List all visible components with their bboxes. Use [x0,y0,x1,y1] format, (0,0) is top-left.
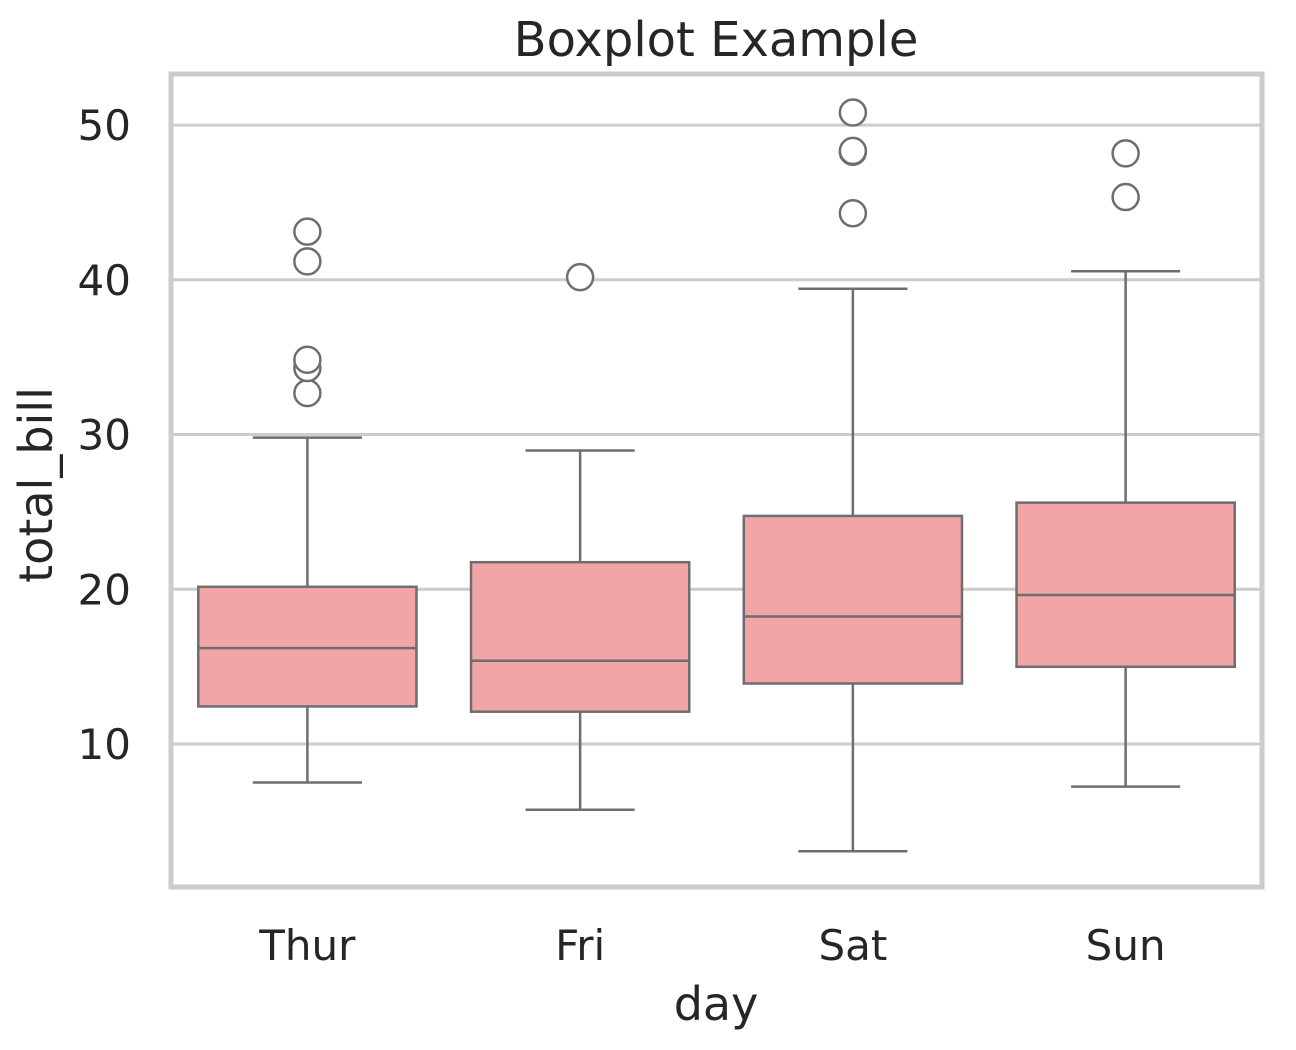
y-tick-label: 40 [78,256,131,305]
x-tick-labels: Thur Fri Sat Sun [258,921,1165,970]
boxes [197,98,1236,853]
box-group-thur [197,217,418,784]
iqr-box [469,560,691,713]
outlier-point [1111,182,1140,212]
outlier-point [293,345,322,375]
plot-frame [168,71,1265,890]
iqr-box [1015,501,1236,669]
iqr-box [742,514,964,685]
y-tick-labels: 10 20 30 40 50 [78,101,131,769]
outlier-point [838,199,868,228]
y-tick-label: 30 [78,411,131,460]
y-tick-label: 20 [78,565,131,614]
y-axis-label: total_bill [9,387,63,583]
outlier-point [838,98,868,127]
outlier-point [838,136,868,166]
box-group-fri [469,262,691,812]
x-axis-label: day [674,977,759,1031]
x-tick-label: Sun [1086,921,1166,970]
box-group-sat [742,98,964,853]
outlier-point [293,378,322,408]
y-tick-label: 10 [78,720,131,769]
x-tick-label: Fri [555,921,605,970]
x-tick-label: Thur [258,921,356,970]
x-tick-label: Sat [818,921,887,970]
outlier-point [293,247,322,276]
outlier-point [565,262,595,292]
outlier-point [293,217,322,246]
outlier-point [1111,139,1140,168]
chart-title: Boxplot Example [514,12,919,68]
box-group-sun [1015,139,1236,788]
y-tick-label: 50 [78,101,131,150]
iqr-box [197,585,418,708]
